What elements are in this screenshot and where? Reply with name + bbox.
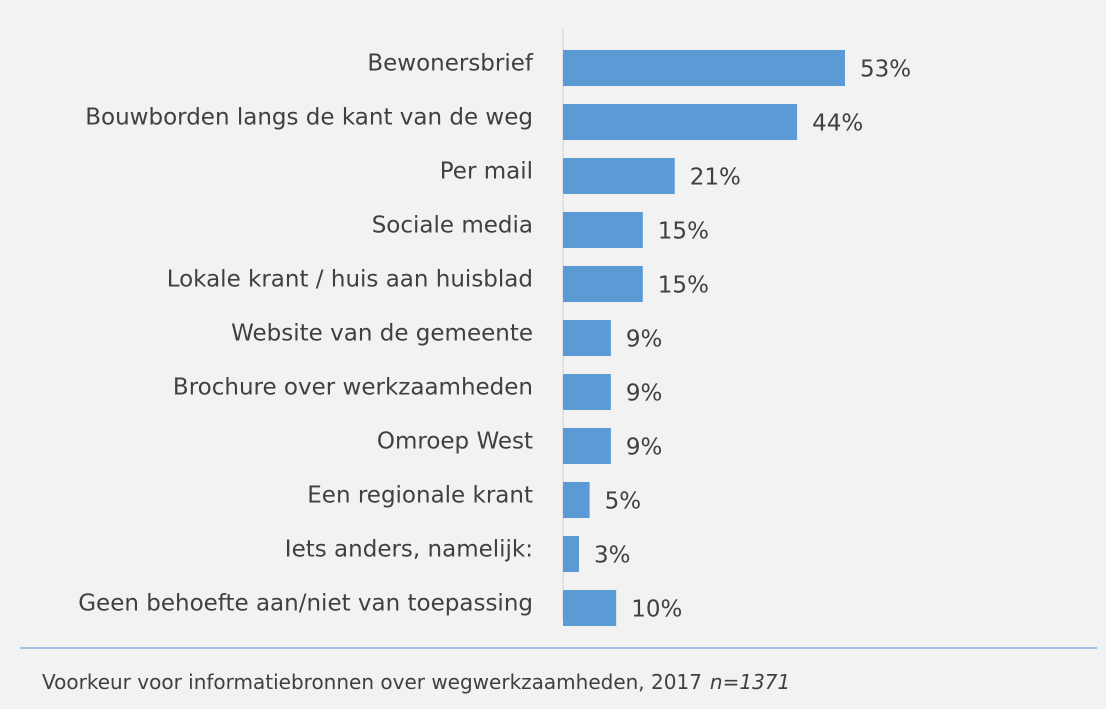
bar <box>563 482 590 518</box>
bar <box>563 590 617 626</box>
bar <box>563 266 643 302</box>
bar <box>563 50 845 86</box>
category-label: Bewonersbrief <box>367 51 534 77</box>
value-label: 53% <box>860 57 911 83</box>
category-label: Een regionale krant <box>307 483 533 509</box>
value-label: 9% <box>626 381 663 407</box>
value-label: 15% <box>658 273 709 299</box>
category-label: Per mail <box>440 159 533 185</box>
category-label: Geen behoefte aan/niet van toepassing <box>78 591 533 617</box>
bar <box>563 428 611 464</box>
caption-text: Voorkeur voor informatiebronnen over weg… <box>42 670 702 694</box>
bar <box>563 158 675 194</box>
value-label: 9% <box>626 435 663 461</box>
caption: Voorkeur voor informatiebronnen over weg… <box>42 670 790 694</box>
value-label: 5% <box>605 489 642 515</box>
value-label: 21% <box>690 165 741 191</box>
category-label: Website van de gemeente <box>231 321 533 347</box>
sample-size: n=1371 <box>710 670 790 694</box>
value-label: 3% <box>594 543 631 569</box>
bar <box>563 104 798 140</box>
value-label: 44% <box>812 111 863 137</box>
bar <box>563 374 611 410</box>
category-label: Bouwborden langs de kant van de weg <box>85 105 533 131</box>
bar <box>563 536 579 572</box>
category-label: Omroep West <box>377 429 533 455</box>
category-label: Iets anders, namelijk: <box>285 537 533 563</box>
bar <box>563 212 643 248</box>
value-label: 9% <box>626 327 663 353</box>
category-label: Brochure over werkzaamheden <box>173 375 533 401</box>
bar <box>563 320 611 356</box>
category-label: Lokale krant / huis aan huisblad <box>167 267 533 293</box>
value-label: 10% <box>631 597 682 623</box>
value-label: 15% <box>658 219 709 245</box>
category-label: Sociale media <box>372 213 533 239</box>
